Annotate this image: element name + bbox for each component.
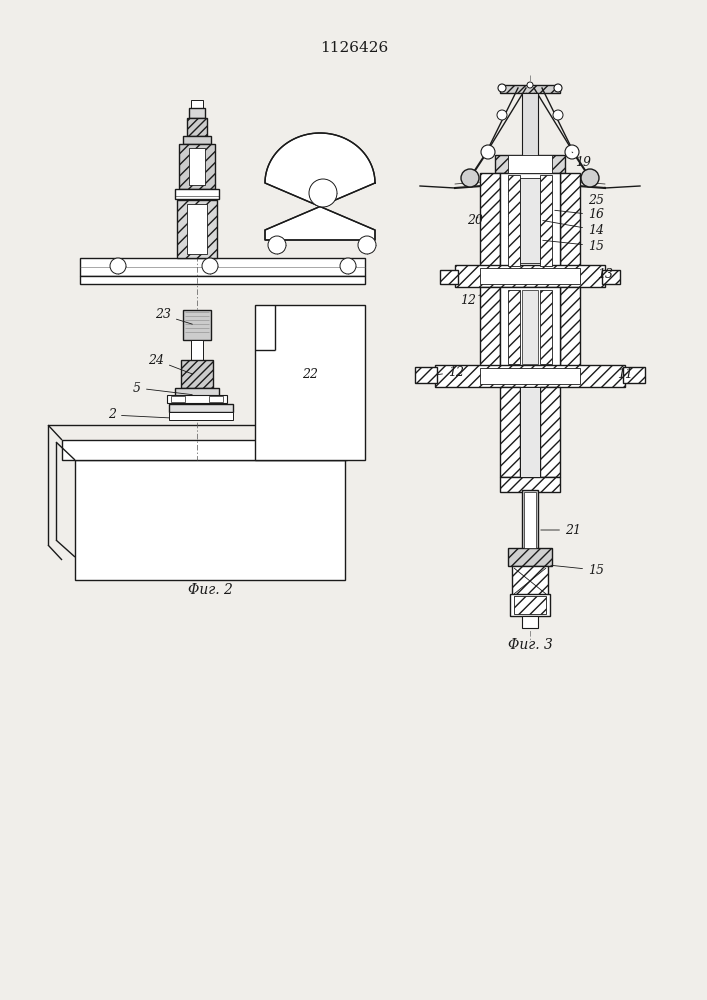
Bar — [175, 388, 219, 404]
Text: 25: 25 — [588, 187, 605, 207]
Bar — [522, 616, 538, 628]
Text: 2: 2 — [108, 408, 169, 422]
Bar — [522, 290, 538, 364]
Circle shape — [268, 236, 286, 254]
Bar — [540, 387, 560, 477]
Bar — [189, 148, 205, 185]
Circle shape — [309, 179, 337, 207]
Bar — [183, 310, 211, 340]
Text: Φиг. 2: Φиг. 2 — [187, 583, 233, 597]
Text: 12: 12 — [438, 365, 464, 378]
Text: 5: 5 — [133, 381, 192, 395]
Bar — [560, 287, 580, 367]
Text: 23: 23 — [155, 308, 192, 324]
Bar — [514, 596, 546, 614]
Bar — [177, 200, 217, 258]
Bar — [508, 155, 552, 173]
Circle shape — [202, 258, 218, 274]
Circle shape — [497, 110, 507, 120]
Circle shape — [340, 258, 356, 274]
Text: 19: 19 — [572, 152, 591, 168]
Bar — [175, 189, 219, 199]
Bar — [181, 360, 213, 388]
Bar — [508, 548, 552, 566]
Bar — [415, 367, 437, 383]
Bar — [191, 340, 203, 360]
Bar — [623, 367, 645, 383]
Bar — [80, 258, 365, 276]
Bar — [169, 412, 233, 420]
Bar — [500, 287, 560, 367]
Bar — [480, 268, 580, 284]
Bar — [508, 175, 520, 266]
Text: 14: 14 — [543, 220, 604, 236]
Bar — [524, 492, 536, 548]
Circle shape — [498, 84, 506, 92]
Bar — [179, 144, 215, 189]
Bar — [171, 396, 185, 402]
Bar — [80, 276, 365, 284]
Bar — [187, 118, 207, 136]
Text: Φиг. 3: Φиг. 3 — [508, 638, 552, 652]
Bar — [495, 155, 565, 173]
Bar — [480, 173, 500, 268]
Text: 22: 22 — [302, 368, 318, 381]
Bar — [187, 204, 207, 254]
Bar — [480, 287, 500, 367]
Text: 15: 15 — [551, 564, 604, 576]
Bar — [209, 396, 223, 402]
Circle shape — [527, 82, 533, 88]
Bar — [75, 460, 345, 580]
Text: 1126426: 1126426 — [320, 41, 388, 55]
Circle shape — [553, 110, 563, 120]
Text: 16: 16 — [555, 209, 604, 222]
Bar — [500, 387, 520, 477]
Polygon shape — [265, 133, 375, 240]
Bar — [480, 368, 580, 384]
Circle shape — [358, 236, 376, 254]
Bar — [500, 477, 560, 492]
Bar — [183, 136, 211, 144]
Text: 15: 15 — [543, 239, 604, 252]
Bar — [440, 270, 458, 284]
Bar — [512, 566, 548, 596]
Text: 20: 20 — [467, 214, 483, 227]
Bar — [255, 305, 365, 460]
Bar — [435, 365, 625, 387]
Bar — [508, 290, 520, 364]
Bar — [189, 108, 205, 118]
Bar — [560, 173, 580, 268]
Text: 24: 24 — [148, 354, 192, 374]
Bar — [169, 404, 233, 412]
Bar — [520, 387, 540, 477]
Bar — [520, 178, 540, 263]
Text: 11: 11 — [617, 368, 633, 381]
Bar — [62, 440, 347, 460]
Bar — [522, 490, 538, 550]
Bar — [191, 100, 203, 108]
Bar — [500, 85, 560, 93]
Circle shape — [481, 145, 495, 159]
Circle shape — [461, 169, 479, 187]
Circle shape — [565, 145, 579, 159]
Bar — [522, 93, 538, 158]
Circle shape — [581, 169, 599, 187]
Text: 13: 13 — [597, 268, 613, 282]
Bar — [455, 265, 605, 287]
Bar — [540, 175, 552, 266]
Bar — [510, 594, 550, 616]
Circle shape — [554, 84, 562, 92]
Bar — [602, 270, 620, 284]
Bar — [167, 395, 227, 403]
Bar — [540, 290, 552, 364]
Text: 12: 12 — [460, 294, 480, 306]
Bar — [500, 173, 560, 268]
Circle shape — [110, 258, 126, 274]
Text: 21: 21 — [541, 524, 581, 536]
